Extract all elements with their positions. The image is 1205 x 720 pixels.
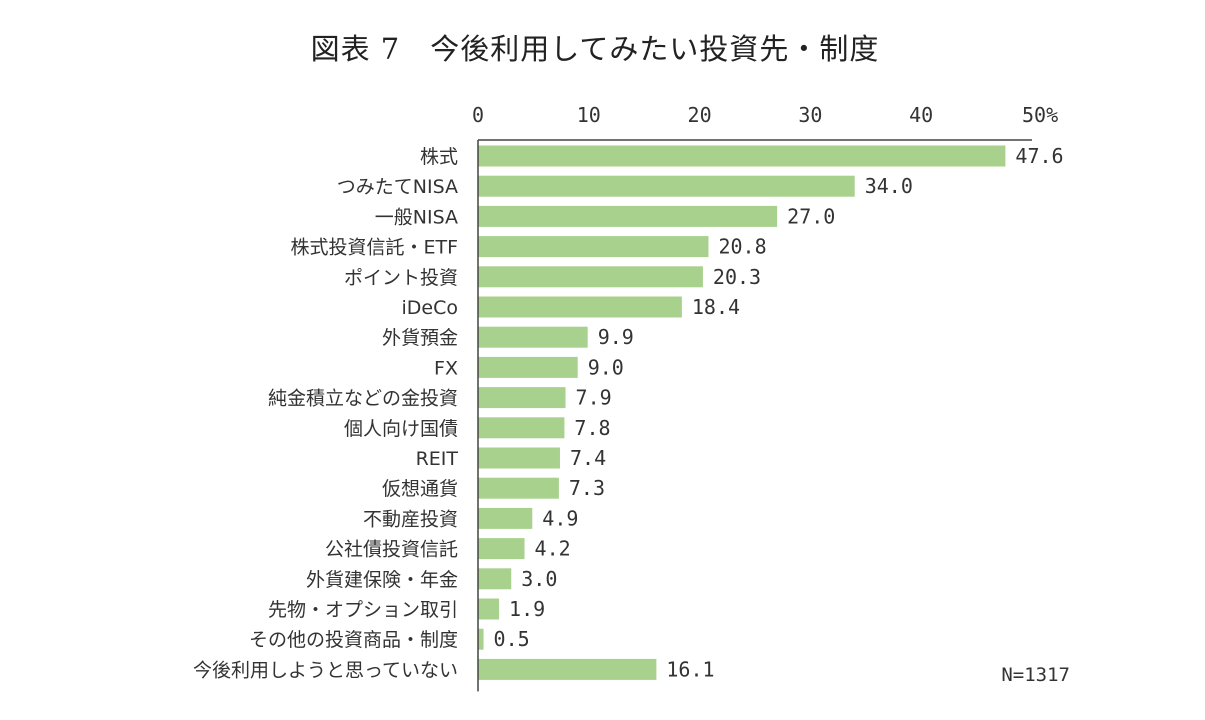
bar: [478, 628, 484, 650]
data-label: 4.2: [535, 537, 571, 561]
data-label: 20.8: [718, 235, 766, 259]
data-label: 20.3: [713, 265, 761, 289]
category-label: 今後利用しようと思っていない: [193, 659, 458, 681]
category-label: REIT: [416, 448, 459, 470]
bar: [478, 266, 703, 288]
data-label: 7.9: [576, 386, 612, 410]
data-label: 7.8: [574, 416, 610, 440]
sample-size-note: N=1317: [1001, 664, 1070, 686]
category-label: 仮想通貨: [382, 478, 458, 500]
category-label: 株式投資信託・ETF: [290, 237, 458, 259]
data-label: 9.0: [588, 355, 624, 379]
category-label: その他の投資商品・制度: [249, 629, 458, 651]
category-label: 一般NISA: [375, 206, 458, 228]
data-label: 47.6: [1015, 144, 1063, 168]
x-tick-label: 30: [798, 103, 822, 127]
bar: [478, 417, 565, 439]
bar: [478, 296, 682, 318]
x-tick-label: 0: [472, 103, 484, 127]
x-tick-label: 10: [577, 103, 601, 127]
data-label: 7.4: [570, 446, 606, 470]
bar: [478, 387, 566, 409]
bar: [478, 326, 588, 348]
bar: [478, 356, 578, 378]
data-label: 0.5: [494, 627, 530, 651]
bar: [478, 658, 657, 680]
category-label: 先物・オプション取引: [268, 599, 458, 621]
category-label: 純金積立などの金投資: [268, 388, 458, 410]
category-label: 外貨建保険・年金: [306, 569, 458, 591]
category-label: つみたてNISA: [337, 176, 458, 198]
category-label: ポイント投資: [344, 267, 458, 289]
category-label: 株式: [420, 146, 458, 168]
bar: [478, 598, 500, 620]
bar: [478, 205, 778, 227]
bar: [478, 477, 559, 499]
data-label: 3.0: [521, 567, 557, 591]
x-axis-ticks: 0 10 20 30 40 50%: [472, 103, 1058, 127]
bar: [478, 447, 560, 469]
category-label: iDeCo: [402, 297, 459, 319]
data-label: 7.3: [569, 476, 605, 500]
bar: [478, 538, 525, 560]
data-label: 9.9: [598, 325, 634, 349]
x-tick-label: 20: [688, 103, 712, 127]
axes: [477, 139, 1032, 692]
bar: [478, 507, 533, 529]
data-label: 18.4: [692, 295, 740, 319]
bar: [478, 145, 1006, 167]
data-label: 4.9: [542, 506, 578, 530]
category-label: 外貨預金: [382, 327, 458, 349]
data-label: 27.0: [787, 204, 835, 228]
bar: [478, 236, 709, 258]
sample-size-label: N=1317: [1001, 664, 1070, 686]
data-label: 34.0: [865, 174, 913, 198]
chart-title: 図表 7 今後利用してみたい投資先・制度: [310, 32, 880, 66]
x-tick-label: 50%: [1022, 103, 1058, 127]
category-label: 不動産投資: [363, 508, 458, 530]
bar: [478, 175, 855, 197]
bars: 株式 47.6 つみたてNISA 34.0 一般NISA 27.0 株式投資信託・ETF 20…: [193, 144, 1064, 681]
x-tick-label: 40: [909, 103, 933, 127]
data-label: 1.9: [509, 597, 545, 621]
category-label: 公社債投資信託: [325, 539, 458, 561]
bar: [478, 568, 512, 590]
category-label: FX: [434, 357, 458, 379]
category-label: 個人向け国債: [344, 418, 458, 440]
data-label: 16.1: [666, 657, 714, 681]
